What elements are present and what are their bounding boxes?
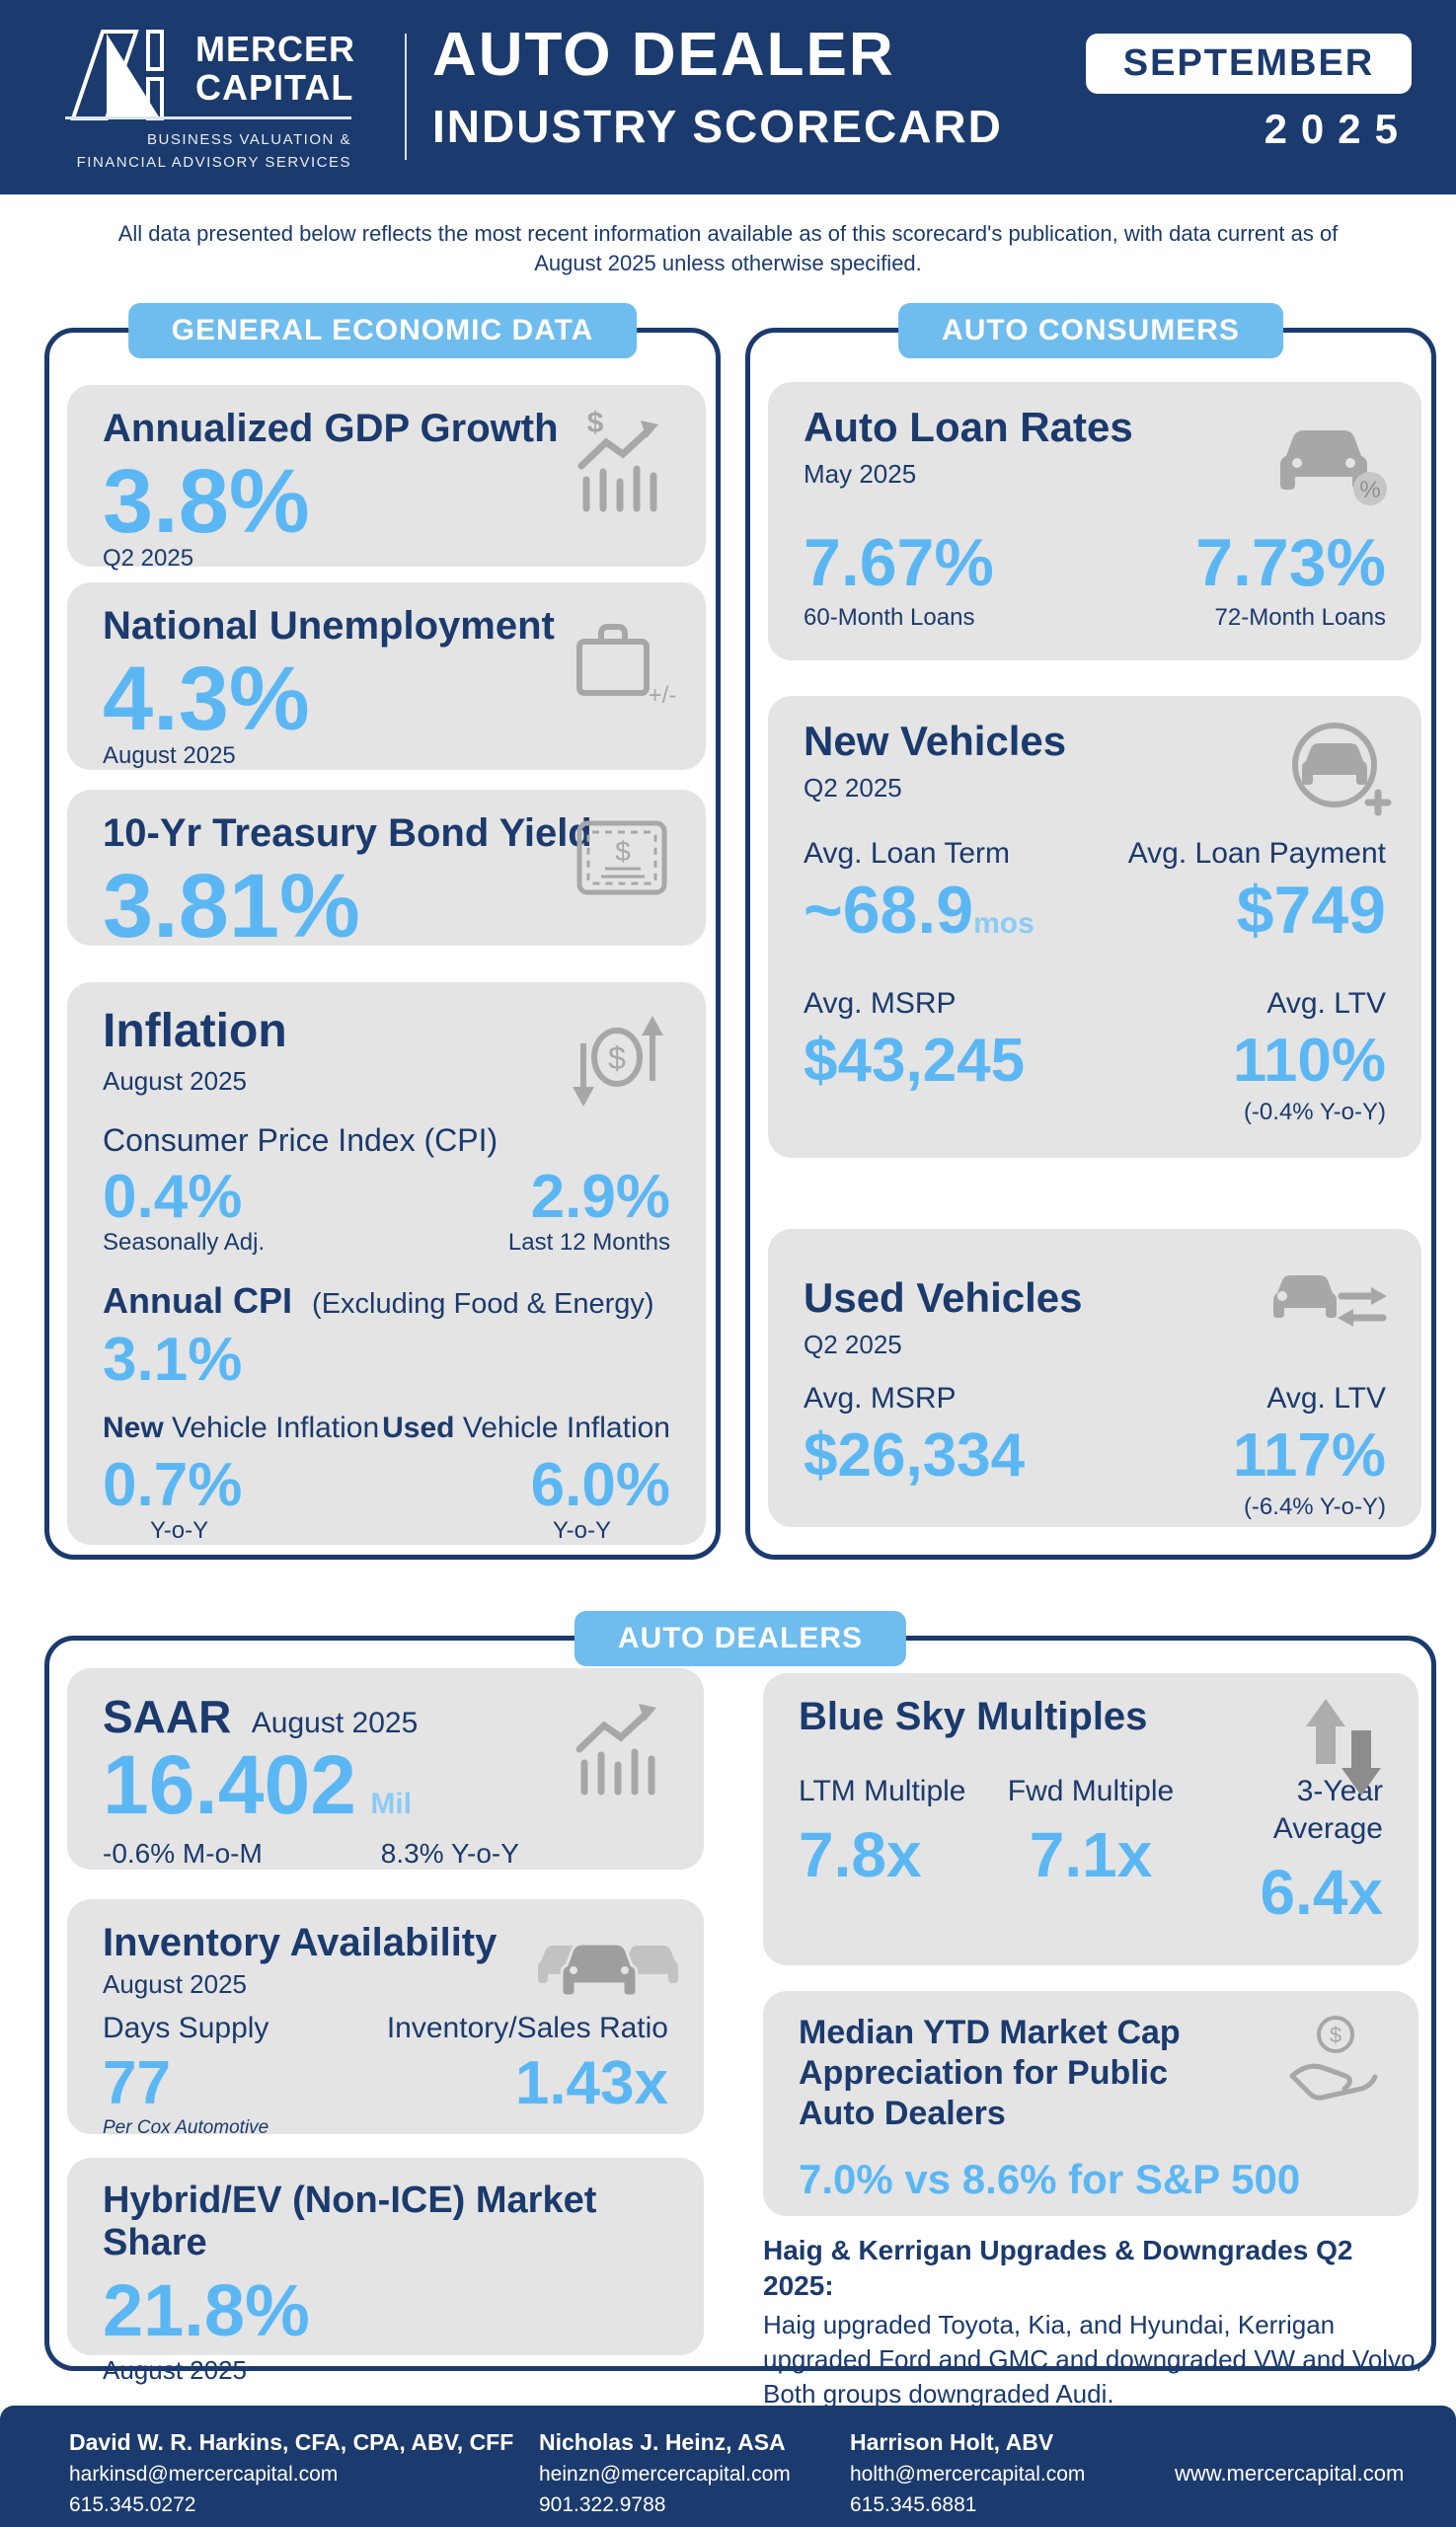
car-percent-icon: % xyxy=(1280,430,1387,505)
car-circle-plus-icon xyxy=(1292,723,1392,816)
contact-phone[interactable]: 615.345.6881 xyxy=(850,2493,977,2516)
gdp-value: 3.8% xyxy=(103,451,310,552)
contact-email[interactable]: holth@mercercapital.com xyxy=(850,2463,1086,2486)
svg-text:%: % xyxy=(1359,477,1380,503)
section-title-dealers: AUTO DEALERS xyxy=(574,1611,907,1666)
loan-term-unit: mos xyxy=(973,907,1035,940)
hybrid-ev-share-value: 21.8% xyxy=(103,2269,310,2351)
inventory-source: Per Cox Automotive xyxy=(103,2117,269,2139)
car-swap-icon xyxy=(1273,1275,1387,1327)
svg-text:$: $ xyxy=(615,836,631,867)
banknote-icon: $ xyxy=(576,820,667,895)
issue-date: SEPTEMBER 2025 xyxy=(1086,34,1412,153)
up-down-arrows-icon xyxy=(1306,1699,1381,1796)
brand-line1: MERCER xyxy=(195,29,356,69)
three-year-average-value: 6.4x xyxy=(1260,1857,1383,1928)
fwd-multiple-value: 7.1x xyxy=(1029,1819,1153,1890)
disclaimer: All data presented below reflects the mo… xyxy=(117,221,1339,275)
haig-kerrigan-note: Haig & Kerrigan Upgrades & Downgrades Q2… xyxy=(763,2235,1422,2409)
hand-coin-icon: $ xyxy=(1289,2016,1378,2101)
saar-yoy: 8.3% Y-o-Y xyxy=(380,1838,519,1869)
card-market-cap-appreciation: Median YTD Market Cap Appreciation for P… xyxy=(763,1991,1418,2216)
used-vehicle-inflation-value: 6.0% xyxy=(530,1451,670,1520)
market-cap-appreciation-value: 7.0% vs 8.6% for S&P 500 xyxy=(799,2156,1301,2202)
rate-72-month: 7.73% xyxy=(1195,525,1386,600)
website-link[interactable]: www.mercercapital.com xyxy=(1175,2461,1405,2486)
blue-sky-ltm: LTM Multiple 7.8x xyxy=(799,1773,986,1926)
new-vehicle-inflation-value: 0.7% xyxy=(103,1451,243,1520)
section-title-general: GENERAL ECONOMIC DATA xyxy=(127,303,638,358)
days-supply-value: 77 xyxy=(103,2049,171,2117)
contact-email[interactable]: harkinsd@mercercapital.com xyxy=(69,2463,339,2486)
section-auto-consumers: AUTO CONSUMERS Auto Loan Rates May 2025 … xyxy=(745,303,1436,1560)
card-unemployment: National Unemployment 4.3% August 2025 +… xyxy=(67,582,706,770)
svg-text:$: $ xyxy=(608,1040,626,1076)
coin-arrows-icon: $ xyxy=(573,1016,663,1107)
card-blue-sky-multiples: Blue Sky Multiples LTM Multiple 7.8x Fwd… xyxy=(763,1673,1418,1965)
used-avg-msrp-value: $26,334 xyxy=(804,1421,1026,1490)
avg-loan-payment-value: $749 xyxy=(1236,873,1386,948)
used-avg-ltv-value: 117% xyxy=(1232,1421,1386,1490)
contact-email[interactable]: heinzn@mercercapital.com xyxy=(539,2463,791,2486)
logo-divider xyxy=(65,116,351,119)
cpi-values-row: 0.4% Seasonally Adj. 2.9% Last 12 Months xyxy=(103,1163,670,1257)
car-fleet-icon xyxy=(538,1942,678,1998)
page-title: AUTO DEALER INDUSTRY SCORECARD xyxy=(432,21,1003,152)
contact-harkins: David W. R. Harkins, CFA, CPA, ABV, CFF … xyxy=(69,2429,514,2516)
svg-text:+/-: +/- xyxy=(649,682,677,709)
annual-cpi-label: Annual CPI (Excluding Food & Energy) xyxy=(103,1280,654,1322)
treasury-value: 3.81% xyxy=(103,856,360,957)
svg-text:$: $ xyxy=(1330,2023,1341,2047)
section-general-economic-data: GENERAL ECONOMIC DATA Annualized GDP Gro… xyxy=(44,303,721,1560)
blue-sky-3yr: 3-Year Average 6.4x xyxy=(1195,1773,1383,1926)
saar-mom: -0.6% M-o-M xyxy=(103,1838,263,1869)
briefcase-icon: +/- xyxy=(576,624,677,709)
annual-cpi-value: 3.1% xyxy=(103,1326,243,1395)
card-new-vehicles: New Vehicles Q2 2025 Avg. Loan Term ~68.… xyxy=(768,696,1421,1158)
card-auto-loan-rates: Auto Loan Rates May 2025 % 7.67% 60-Mont… xyxy=(768,382,1421,660)
ltm-multiple-value: 7.8x xyxy=(799,1819,922,1890)
mercer-logo-mark xyxy=(70,30,164,120)
header-divider xyxy=(405,34,407,160)
card-saar: SAAR August 2025 16.402 Mil -0.6% M-o-M … xyxy=(67,1668,704,1870)
avg-loan-term-value: ~68.9 xyxy=(804,873,974,948)
contact-holt: Harrison Holt, ABV holth@mercercapital.c… xyxy=(850,2429,1086,2516)
footer: David W. R. Harkins, CFA, CPA, ABV, CFF … xyxy=(0,2406,1456,2527)
brand-name: MERCER CAPITAL xyxy=(195,30,355,107)
card-inflation: Inflation August 2025 $ Consumer Price I… xyxy=(67,982,706,1545)
brand-line2: CAPITAL xyxy=(195,67,354,108)
card-used-vehicles: Used Vehicles Q2 2025 Avg. MSRP $26,334 … xyxy=(768,1229,1421,1527)
cpi-12m-value: 2.9% xyxy=(530,1163,670,1231)
contact-heinz: Nicholas J. Heinz, ASA heinzn@mercercapi… xyxy=(539,2429,791,2516)
saar-value: 16.402 xyxy=(103,1738,356,1831)
new-avg-msrp-value: $43,245 xyxy=(804,1027,1026,1095)
blue-sky-fwd: Fwd Multiple 7.1x xyxy=(997,1773,1185,1926)
header: MERCER CAPITAL BUSINESS VALUATION & FINA… xyxy=(0,0,1456,194)
svg-text:$: $ xyxy=(587,407,604,439)
saar-unit: Mil xyxy=(370,1788,413,1820)
vehicle-inflation-row: New Vehicle Inflation 0.7% Y-o-Y Used Ve… xyxy=(103,1412,670,1545)
unemployment-value: 4.3% xyxy=(103,649,310,749)
card-hybrid-ev-share: Hybrid/EV (Non-ICE) Market Share 21.8% A… xyxy=(67,2158,704,2385)
issue-year: 2025 xyxy=(1264,106,1412,152)
chart-growth-icon xyxy=(575,1704,656,1796)
chart-dollar-growth-icon: $ xyxy=(577,407,658,512)
issue-month-badge: SEPTEMBER xyxy=(1086,34,1412,94)
rate-60-month: 7.67% xyxy=(804,525,994,600)
contact-phone[interactable]: 615.345.0272 xyxy=(69,2493,196,2516)
inventory-sales-ratio-value: 1.43x xyxy=(514,2049,668,2117)
cpi-label: Consumer Price Index (CPI) xyxy=(103,1122,498,1158)
section-title-consumers: AUTO CONSUMERS xyxy=(898,303,1283,358)
card-gdp-growth: Annualized GDP Growth 3.8% Q2 2025 $ xyxy=(67,385,706,572)
section-auto-dealers: AUTO DEALERS SAAR August 2025 16.402 Mil… xyxy=(44,1611,1436,2409)
brand-tagline: BUSINESS VALUATION & FINANCIAL ADVISORY … xyxy=(76,131,351,171)
cpi-sa-value: 0.4% xyxy=(103,1163,243,1231)
card-treasury-yield: 10-Yr Treasury Bond Yield 3.81% $ xyxy=(67,790,706,952)
card-inventory: Inventory Availability August 2025 Days … xyxy=(67,1899,704,2138)
contact-phone[interactable]: 901.322.9788 xyxy=(539,2493,666,2516)
loan-rates-row: 7.67% 60-Month Loans 7.73% 72-Month Loan… xyxy=(804,525,1386,631)
new-avg-ltv-value: 110% xyxy=(1232,1027,1386,1095)
